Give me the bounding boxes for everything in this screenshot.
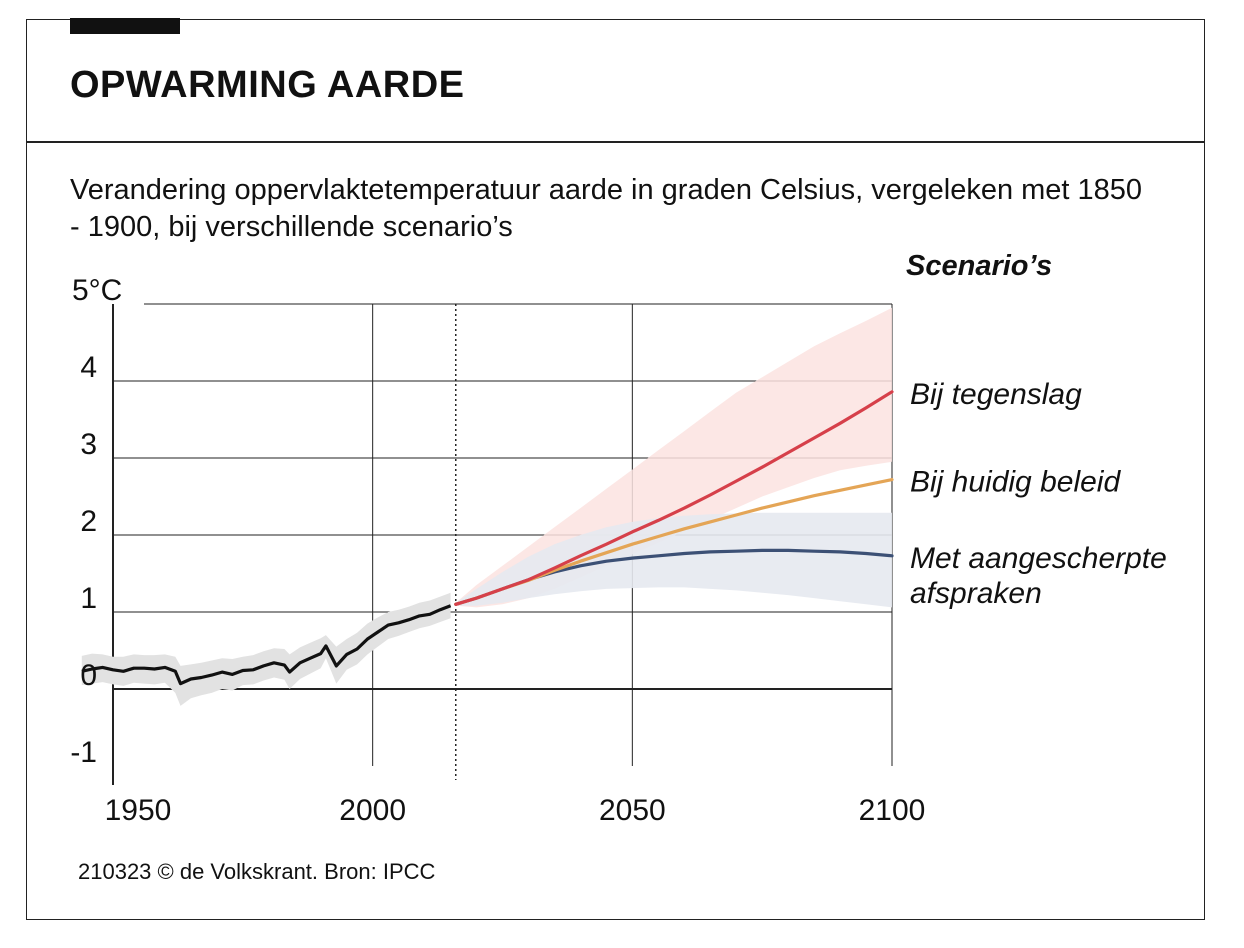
tegenslag-line (454, 390, 894, 606)
y-tick-label: 3 (80, 428, 97, 461)
x-tick-label: 2100 (859, 794, 926, 827)
historical-band (81, 592, 451, 706)
y-tick-label: 5°C (72, 274, 122, 307)
historical-line (81, 604, 452, 686)
uncertainty-bands (81, 307, 892, 706)
x-tick-label: 2050 (599, 794, 666, 827)
header-divider (27, 141, 1204, 143)
accent-bar (70, 18, 180, 34)
page-title: OPWARMING AARDE (70, 64, 465, 106)
y-tick-label: -1 (70, 736, 97, 769)
y-tick-label: 1 (80, 582, 97, 615)
aangescherpt-band (455, 512, 892, 608)
x-tick-label: 2000 (339, 794, 406, 827)
series-labels: Bij tegenslag Bij huidig beleid Met aanges… (910, 378, 1167, 610)
series-label: Bij huidig beleid (910, 466, 1121, 499)
source-credit: 210323 © de Volkskrant. Bron: IPCC (78, 859, 436, 884)
axis-tick-labels: -1 0 1 2 3 4 5°C 1950 2000 2050 2100 (70, 274, 925, 827)
y-tick-label: 0 (80, 659, 97, 692)
y-tick-label: 4 (80, 351, 97, 384)
series-label: afspraken (910, 577, 1042, 610)
graphic-frame (26, 19, 1205, 920)
x-tick-label: 1950 (105, 794, 172, 827)
chart-subtitle: Verandering oppervlaktetemperatuur aarde… (70, 174, 1143, 243)
y-tick-label: 2 (80, 505, 97, 538)
series-lines (81, 390, 894, 686)
series-label: Met aangescherpte (910, 542, 1167, 575)
tegenslag-band (455, 307, 892, 608)
series-label: Bij tegenslag (910, 378, 1082, 411)
legend-title: Scenario’s (906, 250, 1053, 282)
